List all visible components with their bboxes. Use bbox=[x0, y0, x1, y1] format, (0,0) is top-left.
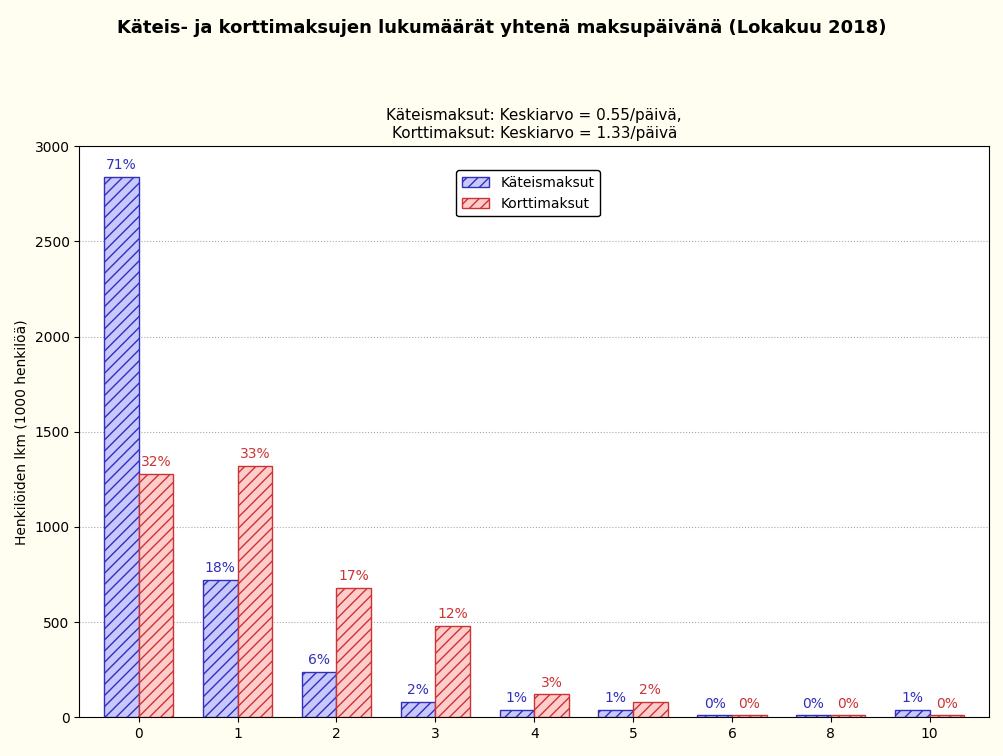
Bar bbox=[895, 710, 929, 717]
Text: 0%: 0% bbox=[801, 696, 823, 711]
Title: Käteismaksut: Keskiarvo = 0.55/päivä,
Korttimaksut: Keskiarvo = 1.33/päivä: Käteismaksut: Keskiarvo = 0.55/päivä, Ko… bbox=[386, 108, 681, 141]
Bar bbox=[336, 588, 371, 717]
Text: 2%: 2% bbox=[406, 683, 428, 697]
Text: 18%: 18% bbox=[205, 562, 236, 575]
Bar bbox=[795, 715, 829, 717]
Bar bbox=[203, 580, 238, 717]
Bar bbox=[302, 671, 336, 717]
Text: 17%: 17% bbox=[338, 569, 369, 583]
Bar bbox=[697, 715, 731, 717]
Bar bbox=[929, 715, 963, 717]
Text: 0%: 0% bbox=[703, 696, 725, 711]
Bar bbox=[633, 702, 667, 717]
Text: 1%: 1% bbox=[901, 691, 923, 705]
Text: 0%: 0% bbox=[737, 696, 759, 711]
Bar bbox=[534, 695, 569, 717]
Text: 1%: 1% bbox=[506, 691, 528, 705]
Text: 2%: 2% bbox=[639, 683, 661, 697]
Text: 1%: 1% bbox=[604, 691, 626, 705]
Bar bbox=[499, 710, 534, 717]
Bar bbox=[104, 177, 138, 717]
Bar bbox=[138, 473, 174, 717]
Bar bbox=[598, 710, 633, 717]
Bar bbox=[400, 702, 435, 717]
Text: 0%: 0% bbox=[935, 696, 957, 711]
Legend: Käteismaksut, Korttimaksut: Käteismaksut, Korttimaksut bbox=[455, 170, 600, 216]
Text: 0%: 0% bbox=[837, 696, 859, 711]
Bar bbox=[435, 626, 469, 717]
Text: 3%: 3% bbox=[540, 676, 562, 689]
Y-axis label: Henkilöiden lkm (1000 henkilöä): Henkilöiden lkm (1000 henkilöä) bbox=[15, 319, 29, 544]
Text: 32%: 32% bbox=[140, 455, 172, 469]
Text: 12%: 12% bbox=[437, 607, 467, 621]
Text: Käteis- ja korttimaksujen lukumäärät yhtenä maksupäivänä (Lokakuu 2018): Käteis- ja korttimaksujen lukumäärät yht… bbox=[117, 19, 886, 37]
Bar bbox=[731, 715, 765, 717]
Text: 71%: 71% bbox=[106, 158, 136, 172]
Bar bbox=[829, 715, 865, 717]
Bar bbox=[238, 466, 272, 717]
Text: 33%: 33% bbox=[240, 448, 270, 461]
Text: 6%: 6% bbox=[308, 653, 330, 667]
